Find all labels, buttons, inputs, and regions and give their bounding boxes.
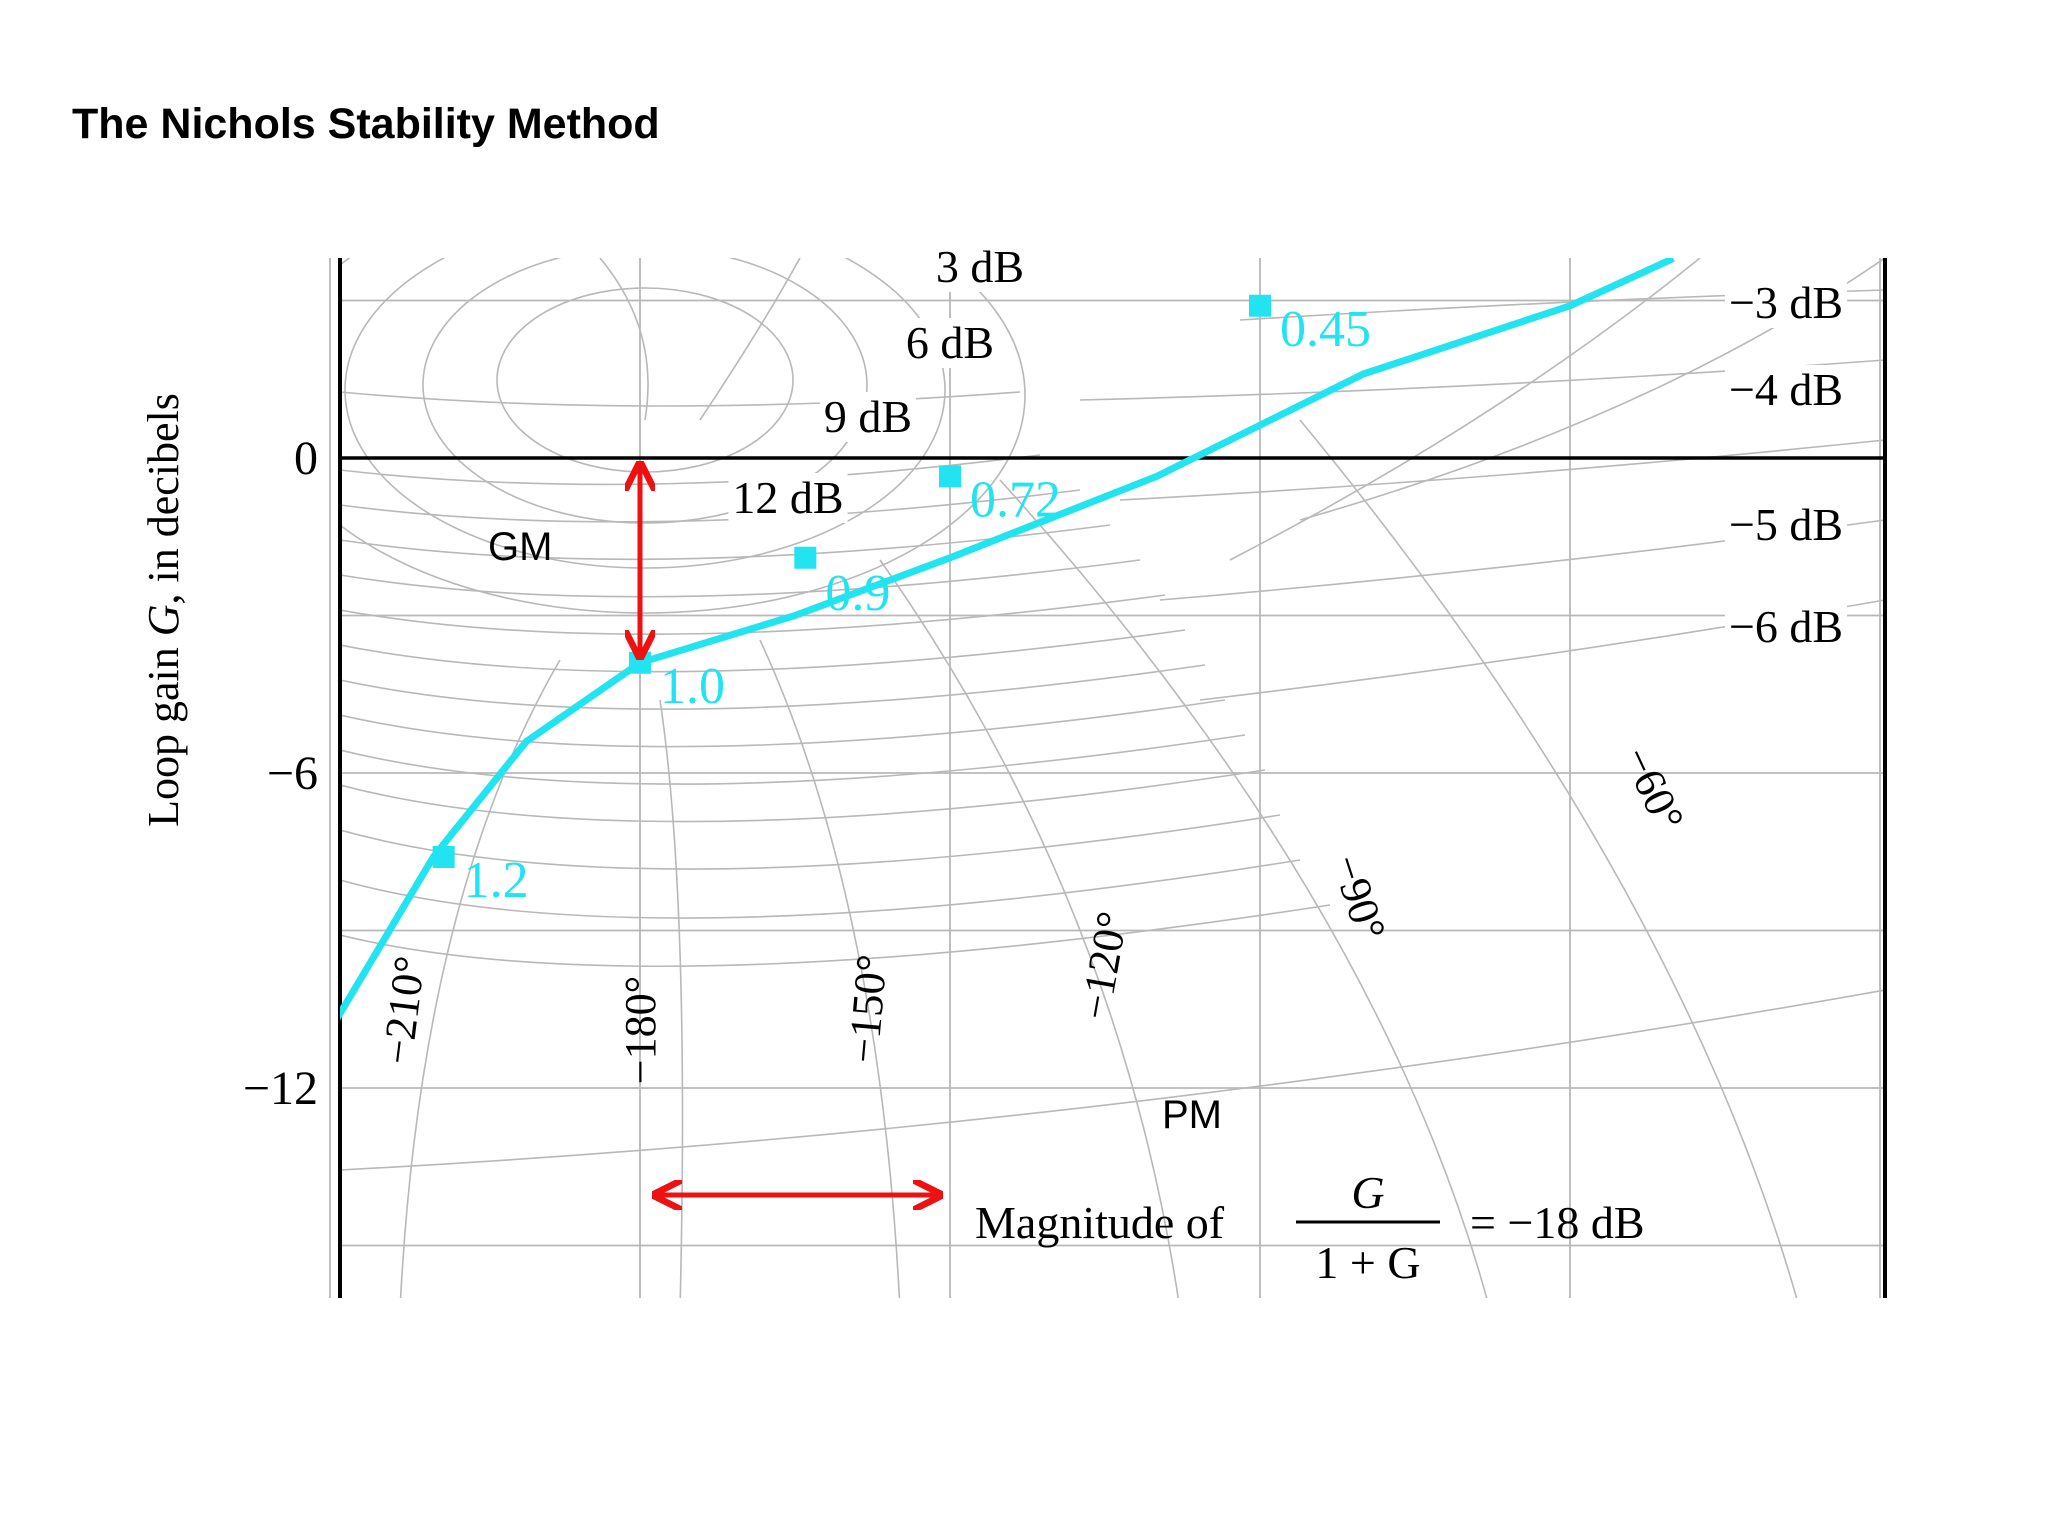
magnitude-note-denominator: 1 + G <box>1315 1237 1420 1288</box>
phase-contour-d <box>879 559 1179 1298</box>
phase-contour-a <box>399 659 561 1298</box>
magnitude-label-bg <box>1724 278 1848 328</box>
phase-contour-h <box>699 258 801 421</box>
magnitude-label: −4 dB <box>1729 364 1843 415</box>
magnitude-label-bg <box>901 318 999 368</box>
magnitude-note-numerator: G <box>1351 1167 1384 1218</box>
slide-title: The Nichols Stability Method <box>72 100 660 148</box>
contour-neg-m <box>340 904 1331 968</box>
magnitude-contours <box>340 258 1885 1171</box>
magnitude-note: Magnitude of G 1 + G = −18 dB <box>975 1167 1645 1288</box>
x-tick-label: −210° <box>373 953 435 1067</box>
contour-inner <box>340 391 1021 407</box>
magnitude-label-bg <box>1724 602 1848 652</box>
x-tick-label: −150° <box>838 953 896 1065</box>
curve-point-label: 0.45 <box>1280 301 1371 358</box>
curve-point-label: 1.0 <box>660 658 725 715</box>
contour-neg-j <box>340 769 1266 823</box>
curve-point-marker <box>794 546 817 569</box>
x-tick-label: −60° <box>1613 739 1694 838</box>
contour-neg-b <box>340 489 1081 523</box>
magnitude-label-bg <box>1724 365 1848 415</box>
y-tick-label: −6 <box>267 747 318 800</box>
grid <box>329 258 1885 1298</box>
y-axis-label: Loop gain G, in decibels <box>139 393 188 827</box>
magnitude-note-value: = −18 dB <box>1470 1197 1645 1248</box>
magnitude-label-bg <box>1724 500 1848 550</box>
curve-point-marker <box>1249 294 1271 317</box>
curve-point-label: 0.9 <box>825 565 890 622</box>
magnitude-labels: 3 dB 6 dB 9 dB 12 dB −3 dB −4 dB −5 dB −6 dB <box>728 241 1848 652</box>
magnitude-label: −6 dB <box>1729 601 1843 652</box>
contour-neg-g <box>340 664 1206 710</box>
magnitude-label-bg <box>728 473 848 523</box>
magnitude-label: −3 dB <box>1729 277 1843 328</box>
contour-12db <box>496 287 794 473</box>
curve-point-label: 0.72 <box>970 471 1061 528</box>
contour-neg-e <box>340 594 1166 635</box>
phase-margin-label: PM <box>1162 1093 1222 1137</box>
curve-point-label: 1.2 <box>464 852 529 909</box>
contour-neg-f <box>340 629 1186 673</box>
contour-upper-b <box>1229 258 1701 561</box>
gain-margin-label: GM <box>488 525 552 569</box>
curve-point-marker <box>432 846 455 868</box>
contour-m18db <box>340 989 1885 1171</box>
y-tick-label: −12 <box>243 1062 318 1115</box>
phase-contour-e <box>999 479 1488 1298</box>
contour-neg-a <box>340 454 1041 486</box>
x-tick-labels: −210° −180° −150° −120° −90° −60° <box>373 739 1694 1084</box>
phase-contour-g <box>599 258 649 421</box>
x-tick-label: −90° <box>1322 849 1395 946</box>
magnitude-label: 12 dB <box>732 472 843 523</box>
loop-gain-curve <box>340 258 1675 1021</box>
magnitude-label-bg <box>931 242 1029 292</box>
magnitude-label: 3 dB <box>936 241 1024 292</box>
contour-neg-i <box>340 734 1246 785</box>
contour-neg-d <box>340 559 1141 598</box>
loop-curve <box>340 258 1675 1021</box>
curve-point-marker <box>939 465 961 488</box>
contour-neg-c <box>340 524 1111 561</box>
marked-points: 1.2 1.0 0.9 0.72 0.45 <box>432 294 1371 909</box>
y-tick-label: 0 <box>294 432 318 485</box>
magnitude-label: 9 dB <box>824 391 912 442</box>
x-tick-label: −120° <box>1070 908 1137 1023</box>
magnitude-label-bg <box>819 392 917 442</box>
phase-contour-f <box>1299 419 1798 1298</box>
magnitude-label: −5 dB <box>1729 499 1843 550</box>
x-tick-label: −180° <box>616 976 665 1084</box>
contour-neg-l <box>340 859 1301 919</box>
magnitude-label: 6 dB <box>906 317 994 368</box>
contour-m5db <box>1119 439 1885 501</box>
y-tick-labels: 0 −6 −12 <box>243 432 318 1115</box>
magnitude-note-prefix: Magnitude of <box>975 1197 1225 1248</box>
contour-neg-h <box>340 699 1226 748</box>
